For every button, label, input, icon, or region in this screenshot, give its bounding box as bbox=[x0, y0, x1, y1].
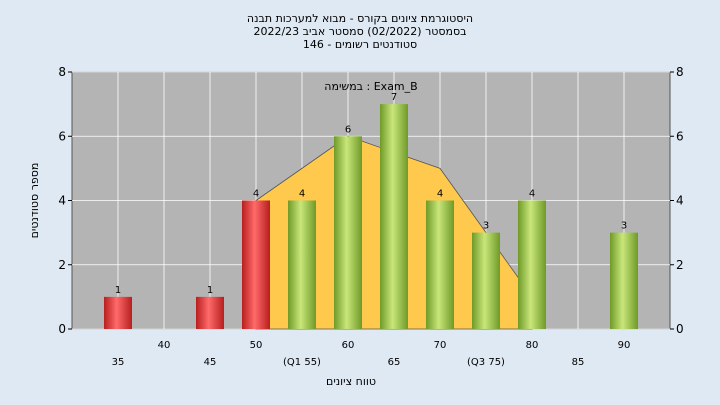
y-tick-left-4: 4 bbox=[58, 194, 66, 208]
data-label-60: 6 bbox=[345, 124, 351, 135]
y-tick-left-8: 8 bbox=[58, 65, 66, 79]
x-tick-60: 60 bbox=[342, 340, 355, 351]
bar-65 bbox=[380, 104, 408, 329]
chart-title-line-1: היסטוגרמת ציונים בקורס - מבוא למערכות תב… bbox=[246, 12, 474, 25]
data-label-50: 4 bbox=[253, 189, 259, 200]
x-tick-45: 45 bbox=[204, 357, 217, 368]
y-tick-right-4: 4 bbox=[676, 194, 684, 208]
data-label-90: 3 bbox=[621, 221, 627, 232]
data-label-65: 7 bbox=[391, 92, 397, 103]
bar-60 bbox=[334, 136, 362, 329]
bar-50 bbox=[242, 200, 270, 329]
x-tick-65: 65 bbox=[388, 357, 401, 368]
bar-70 bbox=[426, 200, 454, 329]
y-tick-right-2: 2 bbox=[676, 258, 684, 272]
y-tick-right-6: 6 bbox=[676, 129, 684, 143]
x-tick-55: (Q1 55) bbox=[283, 357, 321, 368]
data-label-45: 1 bbox=[207, 285, 213, 296]
x-tick-80: 80 bbox=[526, 340, 539, 351]
x-tick-35: 35 bbox=[112, 357, 125, 368]
chart-title-line-3: סטודנטים רשומים - 146 bbox=[302, 38, 418, 51]
chart-title-line-2: בסמסטר (02/2022) סמסטר אביב 2022/23 bbox=[253, 25, 467, 38]
y-tick-left-0: 0 bbox=[58, 322, 66, 336]
data-label-75: 3 bbox=[483, 221, 489, 232]
data-label-70: 4 bbox=[437, 189, 443, 200]
bar-55 bbox=[288, 200, 316, 329]
x-axis-label: טווח ציונים bbox=[326, 375, 376, 388]
y-tick-left-2: 2 bbox=[58, 258, 66, 272]
y-tick-right-0: 0 bbox=[676, 322, 684, 336]
bar-80 bbox=[518, 200, 546, 329]
y-axis-label: מספר סטודנטים bbox=[28, 163, 41, 239]
bar-35 bbox=[104, 296, 132, 329]
bar-75 bbox=[472, 232, 500, 329]
y-tick-left-6: 6 bbox=[58, 129, 66, 143]
bar-90 bbox=[610, 232, 638, 329]
x-tick-70: 70 bbox=[434, 340, 447, 351]
x-tick-50: 50 bbox=[250, 340, 263, 351]
x-tick-75: (Q3 75) bbox=[467, 357, 505, 368]
bar-45 bbox=[196, 296, 224, 329]
y-tick-right-8: 8 bbox=[676, 65, 684, 79]
annotation-text: במשימה : Exam_B bbox=[324, 80, 417, 93]
x-tick-40: 40 bbox=[158, 340, 171, 351]
data-label-35: 1 bbox=[115, 285, 121, 296]
x-tick-85: 85 bbox=[572, 357, 585, 368]
data-label-80: 4 bbox=[529, 189, 535, 200]
data-label-55: 4 bbox=[299, 189, 305, 200]
x-tick-90: 90 bbox=[618, 340, 631, 351]
